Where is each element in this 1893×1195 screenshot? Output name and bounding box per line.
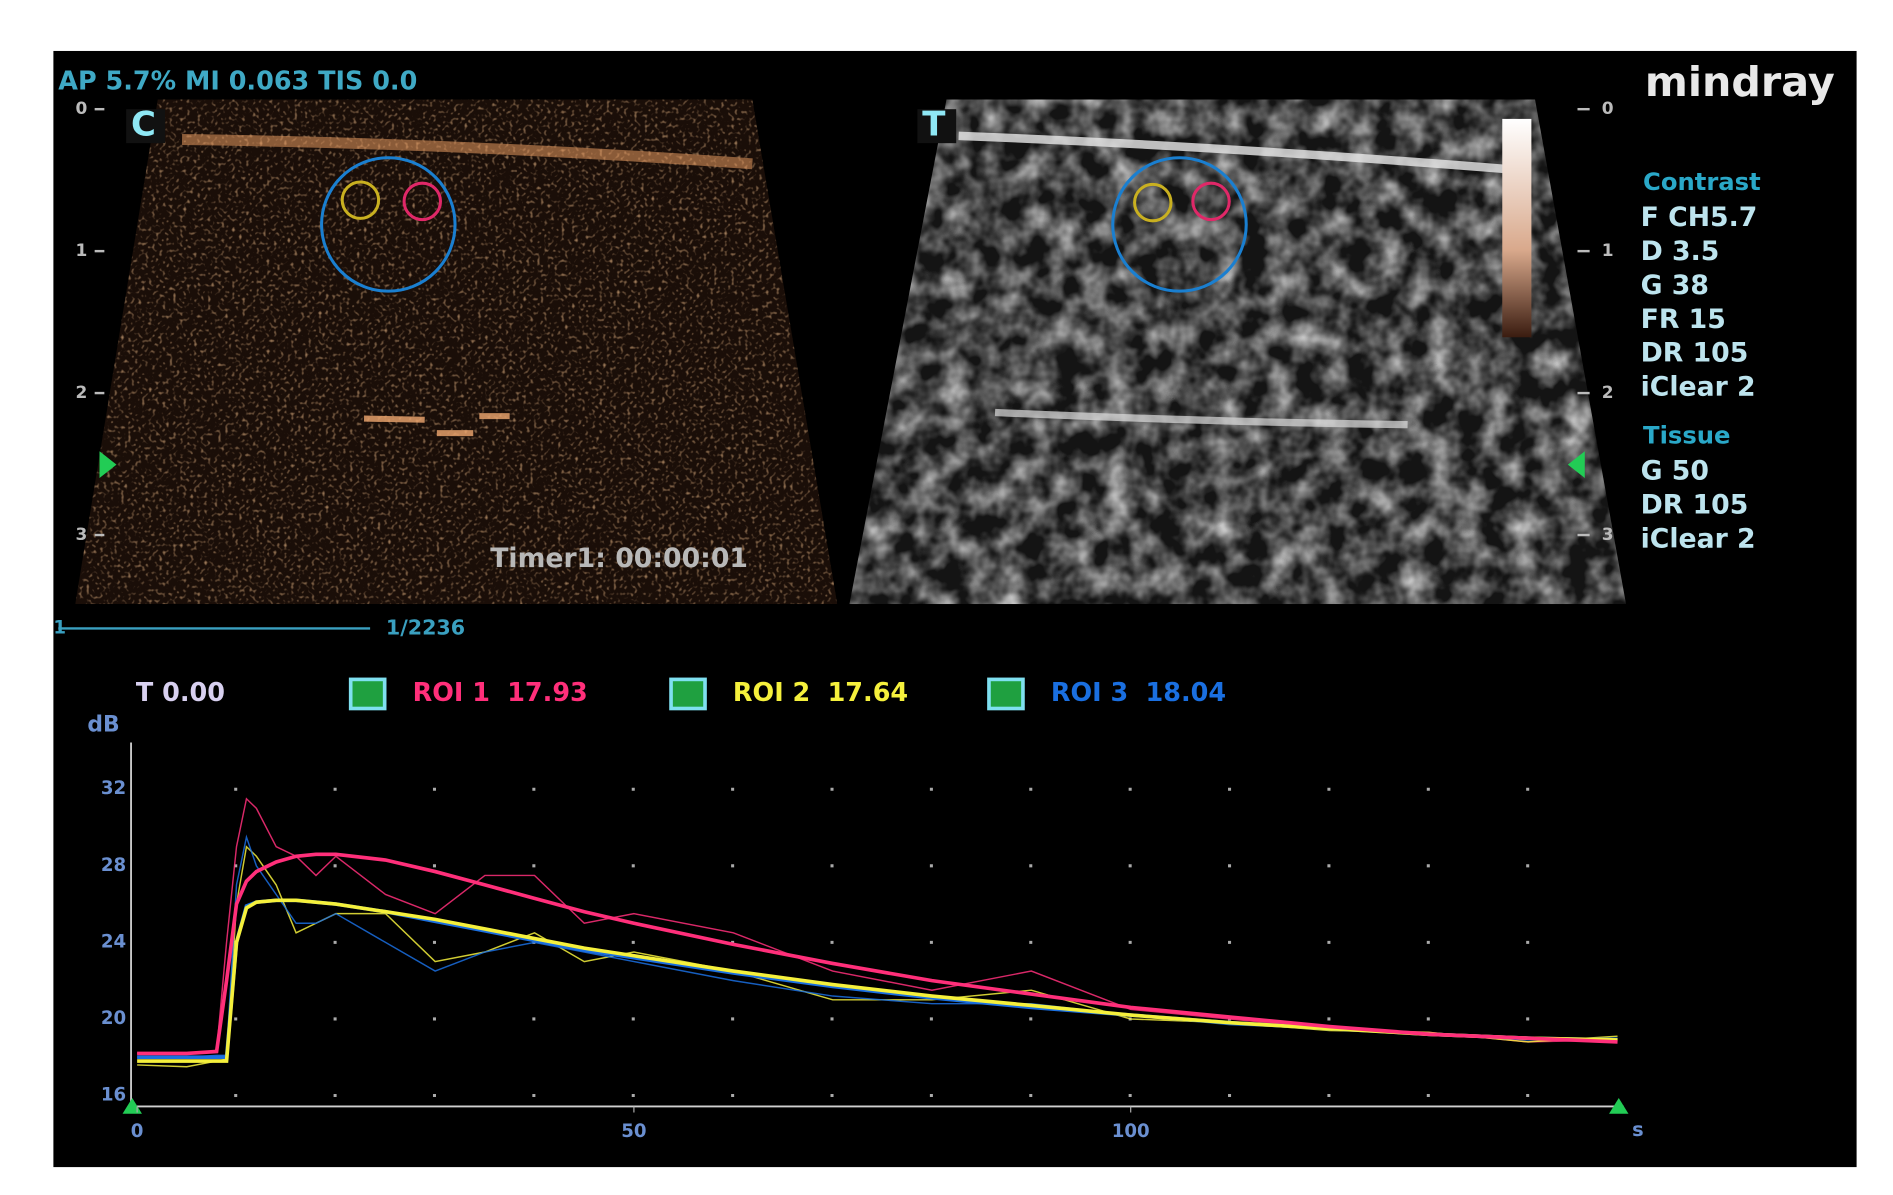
y-tick-label: 24 [101,931,126,952]
param-section: Tissue [1643,421,1730,450]
legend-name: ROI 2 [733,678,810,708]
brand-logo: mindray [1645,58,1835,106]
param-item: G 50 [1641,455,1709,486]
depth-label: 0 [76,99,88,119]
legend-value: 17.93 [507,678,588,708]
depth-label: 2 [76,383,88,403]
depth-label: 1 [1602,241,1614,261]
raw-curve [137,797,1618,1055]
y-tick-label: 20 [101,1008,126,1029]
depth-label: 3 [1602,525,1614,545]
legend-time: T 0.00 [136,678,225,708]
focus-markers [99,451,1585,478]
y-tick-label: 28 [101,855,126,876]
y-tick-label: 32 [101,778,126,799]
fit-curve [137,852,1618,1056]
depth-label: 3 [76,525,88,545]
marker-bg [126,109,166,144]
marker-bg [917,109,957,144]
depth-label: 1 [76,241,88,261]
x-tick-label: 0 [131,1121,144,1142]
x-axis-label: s [1632,1118,1644,1141]
legend-name: ROI 3 [1051,678,1128,708]
legend-name: ROI 1 [413,678,490,708]
param-item: G 38 [1641,270,1709,301]
param-item: FR 15 [1641,304,1726,335]
contrast-marker: C [131,105,156,145]
frame-start: 1 [53,617,66,638]
roi-circles [320,156,1248,293]
timer: Timer1: 00:00:01 [490,543,748,574]
param-item: DR 105 [1641,338,1749,369]
param-item: iClear 2 [1641,372,1756,403]
param-item: iClear 2 [1641,523,1756,554]
x-tick-label: 50 [621,1121,646,1142]
x-tick-label: 100 [1112,1121,1150,1142]
tissue-image [849,99,1627,605]
param-item: F CH5.7 [1641,202,1758,233]
tissue-marker: T [922,105,945,145]
param-item: D 3.5 [1641,236,1720,267]
status-line: AP 5.7% MI 0.063 TIS 0.0 [58,66,417,96]
y-axis-label: dB [87,712,119,737]
frame-counter: 1/2236 [386,615,465,639]
y-tick-label: 16 [101,1085,126,1106]
legend-value: 17.64 [828,678,909,708]
param-section: Contrast [1643,167,1761,196]
depth-label: 0 [1602,99,1614,119]
contrast-image [75,99,838,605]
axis-end-marker [1609,1097,1629,1114]
legend-value: 18.04 [1146,678,1227,708]
legend-swatches [348,677,1025,711]
param-item: DR 105 [1641,489,1749,520]
depth-label: 2 [1602,383,1614,403]
fit-curve [137,898,1618,1063]
